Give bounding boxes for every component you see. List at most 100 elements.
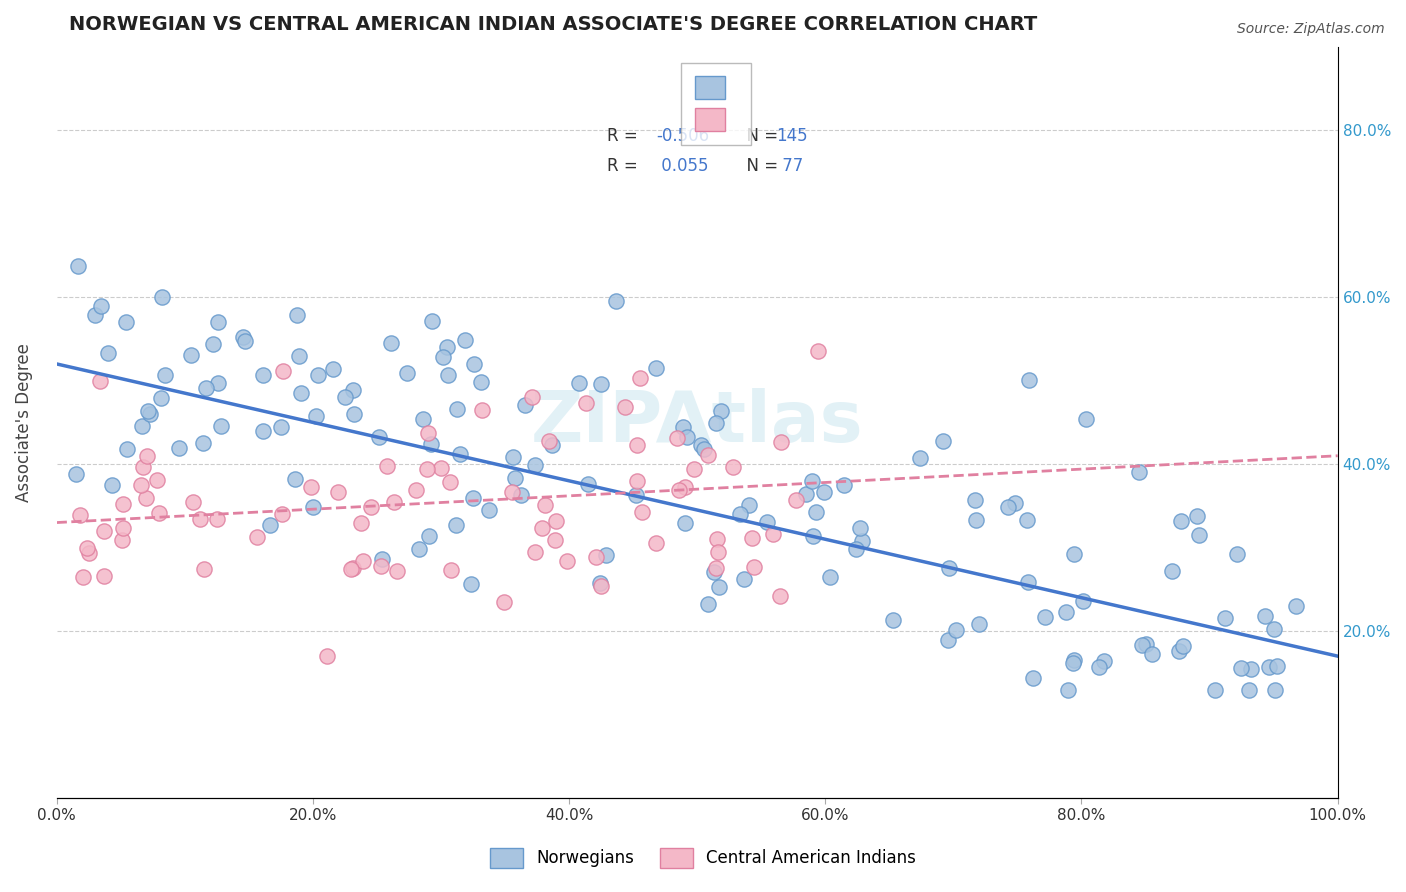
- Point: [555, 554, 578, 568]
- Y-axis label: Associate's Degree: Associate's Degree: [15, 343, 32, 502]
- Point: [665, 431, 688, 445]
- Text: R =: R =: [607, 157, 644, 175]
- Point: [169, 442, 191, 456]
- Point: [181, 495, 204, 509]
- Text: R =: R =: [607, 127, 644, 145]
- Point: [832, 478, 855, 492]
- Point: [733, 572, 755, 586]
- Point: [335, 390, 357, 404]
- Point: [395, 366, 418, 380]
- Point: [146, 473, 169, 487]
- Point: [93, 524, 115, 538]
- Point: [416, 426, 439, 441]
- Point: [595, 549, 617, 563]
- Point: [1264, 682, 1286, 697]
- Point: [1265, 659, 1288, 673]
- Point: [460, 577, 482, 591]
- Point: [371, 552, 394, 566]
- Point: [538, 434, 561, 449]
- Point: [673, 480, 696, 494]
- Point: [710, 404, 733, 418]
- Point: [368, 430, 391, 444]
- Point: [1017, 575, 1039, 590]
- Point: [769, 434, 792, 449]
- Point: [801, 474, 824, 488]
- Point: [1204, 682, 1226, 697]
- Point: [1063, 653, 1085, 667]
- Point: [153, 368, 176, 383]
- Point: [533, 498, 555, 512]
- Point: [576, 477, 599, 491]
- Point: [703, 565, 725, 579]
- Point: [69, 508, 91, 523]
- Point: [742, 559, 765, 574]
- Point: [967, 616, 990, 631]
- Point: [704, 561, 727, 575]
- Point: [432, 350, 454, 364]
- Point: [1018, 373, 1040, 387]
- Point: [322, 362, 344, 376]
- Point: [510, 488, 533, 502]
- Point: [67, 260, 90, 274]
- Point: [436, 341, 458, 355]
- Point: [503, 471, 526, 485]
- Point: [284, 472, 307, 486]
- Point: [585, 549, 607, 564]
- Point: [65, 467, 87, 481]
- Point: [673, 516, 696, 530]
- Point: [965, 493, 987, 508]
- Point: [72, 570, 94, 584]
- Point: [271, 364, 294, 378]
- Point: [375, 459, 398, 474]
- Point: [440, 563, 463, 577]
- Point: [350, 516, 373, 531]
- Point: [270, 420, 292, 434]
- Point: [806, 505, 828, 519]
- Point: [416, 461, 439, 475]
- Point: [1071, 593, 1094, 607]
- Point: [111, 497, 134, 511]
- Point: [422, 314, 444, 328]
- Point: [135, 491, 157, 505]
- Point: [1185, 509, 1208, 524]
- Text: 0.055: 0.055: [657, 157, 709, 175]
- Point: [965, 513, 987, 527]
- Point: [1033, 610, 1056, 624]
- Point: [813, 485, 835, 500]
- Point: [76, 541, 98, 556]
- Point: [706, 532, 728, 546]
- Point: [544, 533, 567, 548]
- Legend: , : ,: [682, 62, 751, 145]
- Point: [591, 579, 613, 593]
- Point: [697, 598, 720, 612]
- Point: [755, 515, 778, 529]
- Point: [882, 613, 904, 627]
- Point: [114, 315, 136, 329]
- Point: [1135, 637, 1157, 651]
- Point: [285, 308, 308, 322]
- Point: [209, 418, 232, 433]
- Point: [150, 391, 173, 405]
- Point: [195, 381, 218, 395]
- Point: [628, 371, 651, 385]
- Point: [502, 450, 524, 464]
- Point: [1074, 412, 1097, 426]
- Point: [631, 505, 654, 519]
- Point: [645, 536, 668, 550]
- Point: [721, 460, 744, 475]
- Text: 145: 145: [776, 127, 808, 145]
- Point: [936, 632, 959, 647]
- Point: [938, 561, 960, 575]
- Point: [444, 517, 467, 532]
- Point: [614, 400, 637, 414]
- Point: [672, 419, 695, 434]
- Point: [626, 474, 648, 488]
- Point: [785, 492, 807, 507]
- Point: [544, 514, 567, 528]
- Point: [131, 419, 153, 434]
- Point: [148, 506, 170, 520]
- Point: [1021, 671, 1043, 685]
- Point: [1092, 654, 1115, 668]
- Point: [513, 398, 536, 412]
- Point: [762, 527, 785, 541]
